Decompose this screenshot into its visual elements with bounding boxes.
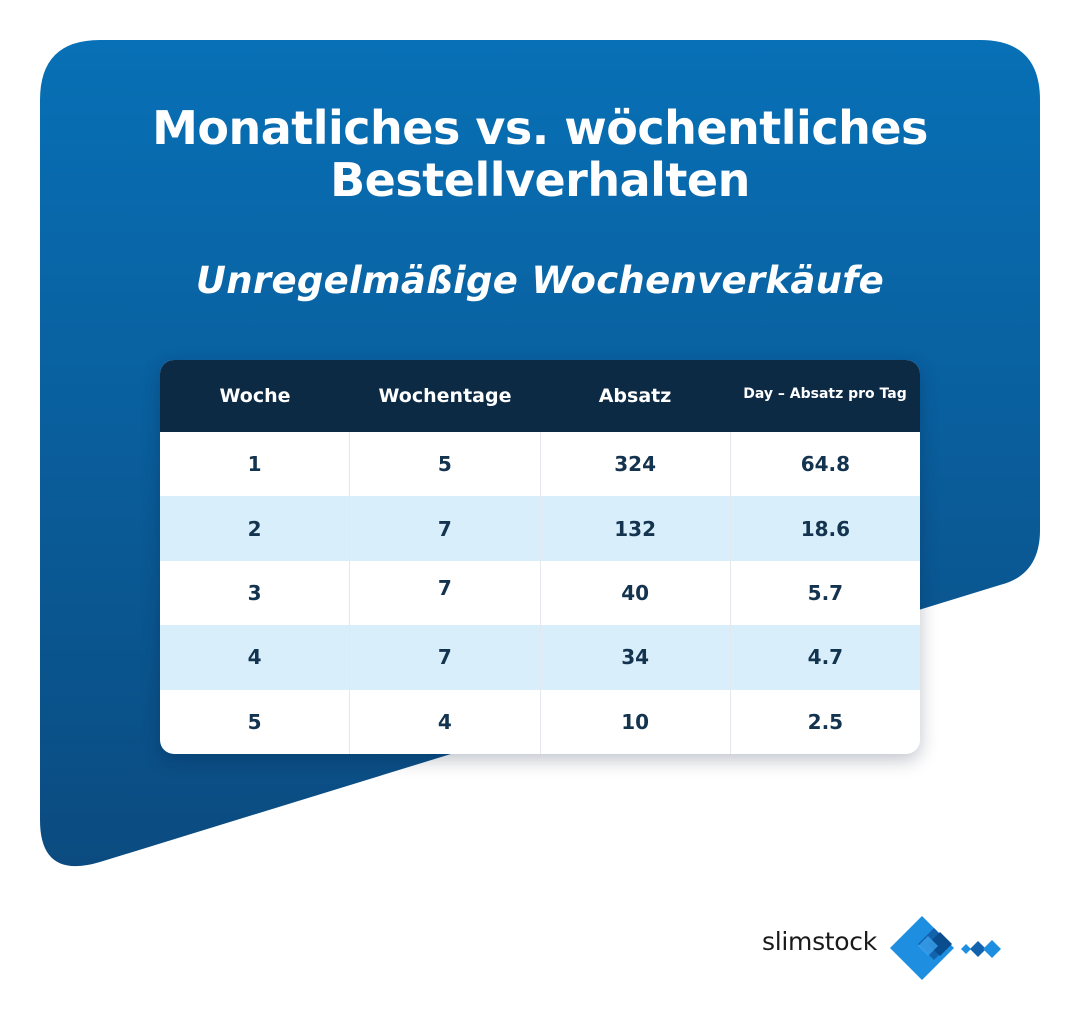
header-week: Woche [219,385,291,407]
cell-week: 5 [160,689,351,754]
page-title: Monatliches vs. wöchentliches Bestellver… [0,102,1080,206]
cell-week: 1 [160,432,351,497]
cell-sales-per-day: 4.7 [807,645,844,670]
cell-weekdays: 7 [350,625,541,690]
page-title-line1: Monatliches vs. wöchentliches [152,101,928,155]
cell-sales: 10 [541,689,731,754]
header-weekdays: Wochentage [378,385,512,407]
cell-week: 3 [160,560,351,626]
header-sales-per-day: Day – Absatz pro Tag [743,386,907,402]
header-sales: Absatz [598,385,672,407]
table-row: 1 5 324 64.8 [160,432,920,497]
cell-sales: 34 [541,625,731,690]
table-row: 4 7 34 4.7 [160,625,920,690]
cell-week: 4 [160,625,351,690]
sales-table: Woche Wochentage Absatz Day – Absatz pro… [160,360,920,754]
cell-sales-per-day: 2.5 [807,709,844,734]
page-subtitle: Unregelmäßige Wochenverkäufe [195,259,885,302]
page-title-line2: Bestellverhalten [330,153,750,207]
table-row: 3 7 40 5.7 [160,560,920,626]
cell-sales: 132 [541,496,731,561]
cell-sales: 324 [541,432,731,497]
table-header-row: Woche Wochentage Absatz Day – Absatz pro… [160,360,920,432]
slimstock-logo-text: slimstock [762,927,877,956]
cell-weekdays: 5 [350,432,541,497]
table-row: 2 7 132 18.6 [160,496,920,561]
cell-weekdays: 7 [350,496,541,561]
table-row: 5 4 10 2.5 [160,689,920,754]
cell-sales-per-day: 64.8 [800,452,851,477]
cell-sales: 40 [541,560,731,626]
cell-weekdays: 7 [350,560,541,626]
cell-sales-per-day: 5.7 [807,580,844,605]
cell-weekdays: 4 [350,689,541,754]
cell-week: 2 [160,496,351,561]
cell-sales-per-day: 18.6 [800,516,851,541]
slimstock-logo-icon [890,916,1001,980]
